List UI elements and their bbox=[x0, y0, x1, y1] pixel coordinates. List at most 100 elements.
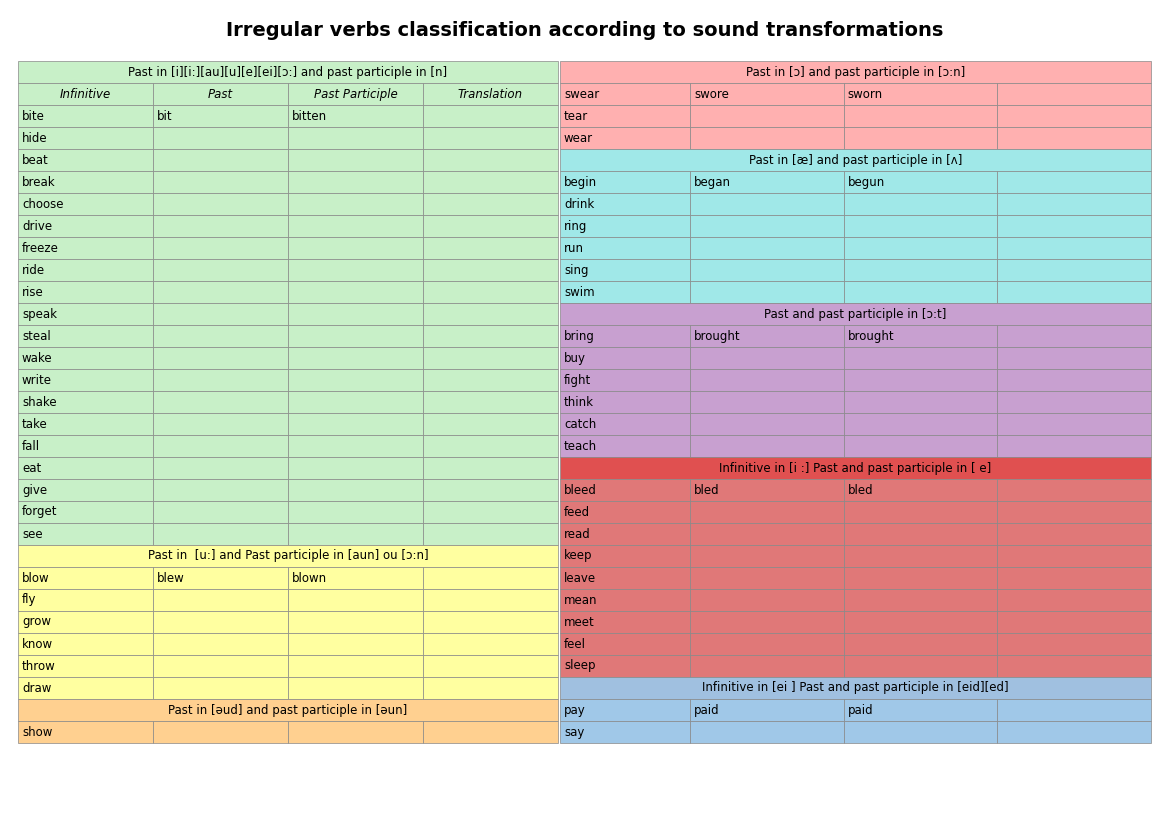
Bar bbox=[690, 435, 844, 457]
Bar bbox=[18, 721, 153, 743]
Bar bbox=[288, 105, 423, 127]
Bar bbox=[18, 281, 153, 303]
Bar bbox=[423, 369, 558, 391]
Bar bbox=[18, 391, 153, 413]
Bar bbox=[153, 237, 288, 259]
Bar bbox=[423, 127, 558, 149]
Bar bbox=[997, 633, 1151, 655]
Bar bbox=[153, 677, 288, 699]
Bar bbox=[997, 413, 1151, 435]
Text: wake: wake bbox=[22, 351, 53, 365]
Bar bbox=[560, 721, 690, 743]
Text: begin: begin bbox=[563, 176, 597, 189]
Bar bbox=[997, 325, 1151, 347]
Text: bleed: bleed bbox=[563, 484, 597, 497]
Bar bbox=[423, 215, 558, 237]
Bar bbox=[18, 105, 153, 127]
Text: Past in [ɔ] and past participle in [ɔ:n]: Past in [ɔ] and past participle in [ɔ:n] bbox=[746, 66, 966, 79]
Bar bbox=[288, 171, 423, 193]
Bar bbox=[18, 523, 153, 545]
Bar bbox=[153, 589, 288, 611]
Bar bbox=[844, 127, 997, 149]
Text: rise: rise bbox=[22, 286, 43, 299]
Bar bbox=[844, 237, 997, 259]
Bar bbox=[560, 237, 690, 259]
Bar bbox=[690, 501, 844, 523]
Text: keep: keep bbox=[563, 549, 593, 562]
Bar bbox=[844, 259, 997, 281]
Bar bbox=[560, 171, 690, 193]
Bar bbox=[690, 545, 844, 567]
Bar bbox=[997, 501, 1151, 523]
Bar bbox=[844, 281, 997, 303]
Bar bbox=[423, 259, 558, 281]
Bar bbox=[288, 567, 423, 589]
Bar bbox=[423, 633, 558, 655]
Bar bbox=[997, 655, 1151, 677]
Bar bbox=[18, 567, 153, 589]
Text: Past: Past bbox=[208, 88, 233, 100]
Bar bbox=[18, 369, 153, 391]
Text: Infinitive in [ei ] Past and past participle in [eid][ed]: Infinitive in [ei ] Past and past partic… bbox=[703, 681, 1009, 695]
Bar bbox=[997, 589, 1151, 611]
Bar bbox=[690, 193, 844, 215]
Bar bbox=[423, 677, 558, 699]
Bar bbox=[288, 303, 423, 325]
Bar bbox=[997, 127, 1151, 149]
Text: eat: eat bbox=[22, 461, 41, 475]
Bar bbox=[288, 655, 423, 677]
Bar bbox=[560, 325, 690, 347]
Text: ride: ride bbox=[22, 264, 46, 277]
Text: Past in [æ] and past participle in [ʌ]: Past in [æ] and past participle in [ʌ] bbox=[749, 154, 962, 167]
Bar bbox=[690, 479, 844, 501]
Bar bbox=[288, 325, 423, 347]
Text: sing: sing bbox=[563, 264, 588, 277]
Text: Past in [i][i:][au][u][e][ei][ɔ:] and past participle in [n]: Past in [i][i:][au][u][e][ei][ɔ:] and pa… bbox=[129, 66, 448, 79]
Bar bbox=[560, 545, 690, 567]
Bar bbox=[288, 611, 423, 633]
Text: Irregular verbs classification according to sound transformations: Irregular verbs classification according… bbox=[226, 21, 943, 39]
Bar bbox=[844, 479, 997, 501]
Bar bbox=[153, 193, 288, 215]
Bar bbox=[423, 457, 558, 479]
Bar bbox=[288, 149, 423, 171]
Bar bbox=[844, 215, 997, 237]
Bar bbox=[997, 83, 1151, 105]
Bar bbox=[423, 567, 558, 589]
Bar bbox=[690, 523, 844, 545]
Bar bbox=[153, 281, 288, 303]
Text: bitten: bitten bbox=[292, 109, 327, 122]
Text: run: run bbox=[563, 241, 584, 255]
Bar bbox=[844, 523, 997, 545]
Bar bbox=[288, 413, 423, 435]
Bar bbox=[423, 303, 558, 325]
Text: write: write bbox=[22, 374, 51, 387]
Bar bbox=[18, 171, 153, 193]
Text: fight: fight bbox=[563, 374, 592, 387]
Text: buy: buy bbox=[563, 351, 586, 365]
Bar bbox=[844, 699, 997, 721]
Bar bbox=[690, 413, 844, 435]
Bar bbox=[423, 523, 558, 545]
Text: mean: mean bbox=[563, 594, 597, 607]
Bar bbox=[18, 259, 153, 281]
Bar bbox=[423, 149, 558, 171]
Bar bbox=[690, 391, 844, 413]
Bar bbox=[288, 259, 423, 281]
Text: meet: meet bbox=[563, 616, 595, 629]
Bar bbox=[997, 259, 1151, 281]
Bar bbox=[153, 303, 288, 325]
Text: Past in  [u:] and Past participle in [aun] ou [ɔ:n]: Past in [u:] and Past participle in [aun… bbox=[147, 549, 428, 562]
Bar bbox=[560, 61, 1151, 83]
Bar bbox=[690, 699, 844, 721]
Bar bbox=[690, 127, 844, 149]
Bar bbox=[560, 655, 690, 677]
Bar bbox=[690, 347, 844, 369]
Bar bbox=[153, 479, 288, 501]
Text: paid: paid bbox=[848, 704, 873, 717]
Text: swim: swim bbox=[563, 286, 595, 299]
Bar bbox=[288, 127, 423, 149]
Bar bbox=[288, 281, 423, 303]
Text: beat: beat bbox=[22, 154, 49, 167]
Bar bbox=[997, 347, 1151, 369]
